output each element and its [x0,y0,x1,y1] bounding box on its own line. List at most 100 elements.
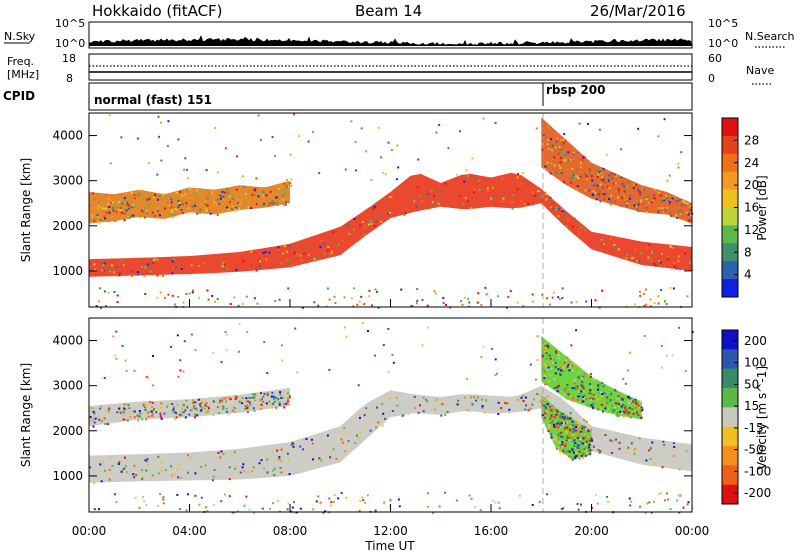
colorbar-swatch [722,243,738,262]
echo-cell [553,156,556,159]
echo-cell [671,246,674,249]
echo-cell [345,335,348,338]
echo-cell [417,158,420,161]
echo-cell [584,446,587,449]
echo-cell [598,392,600,395]
echo-cell [119,412,122,415]
echo-cell [609,186,612,189]
echo-cell [162,502,165,505]
echo-cell [154,257,157,260]
echo-cell [648,501,651,504]
echo-cell [477,402,480,405]
echo-cell [553,417,555,420]
echo-cell [370,179,373,182]
echo-cell [171,211,174,214]
echo-cell [91,407,94,410]
echo-cell [455,173,458,176]
echo-cell [574,429,577,432]
echo-cell [189,409,192,412]
echo-cell [236,155,239,158]
station-title: Hokkaido (fitACF) [92,2,223,20]
echo-cell [461,303,464,306]
echo-cell [258,260,261,263]
echo-cell [585,420,588,423]
echo-cell [107,291,110,294]
echo-cell [194,204,197,207]
echo-cell [557,296,560,299]
echo-cell [91,215,94,218]
echo-cell [510,200,513,203]
echo-cell [173,475,175,478]
echo-cell [545,193,548,196]
echo-cell [550,206,553,209]
echo-cell [551,347,553,350]
echo-cell [543,405,546,408]
echo-cell [435,131,438,134]
echo-cell [268,400,271,403]
echo-cell [186,168,189,171]
echo-cell [179,415,181,418]
echo-cell [478,188,481,191]
echo-cell [361,221,364,223]
echo-cell [485,399,487,402]
echo-cell [506,306,508,309]
echo-cell [248,508,251,511]
echo-cell [180,209,183,211]
echo-cell [148,411,151,414]
echo-cell [369,429,372,432]
echo-cell [632,206,635,208]
colorbar-swatch [722,118,738,137]
echo-cell [577,395,580,398]
echo-cell [328,298,331,301]
echo-cell [190,333,193,336]
echo-cell [275,196,278,199]
echo-cell [592,190,595,193]
echo-cell [156,274,159,277]
echo-cell [182,301,185,304]
echo-cell [494,501,497,504]
echo-cell [539,400,542,403]
echo-cell [156,194,158,197]
echo-cell [410,305,413,308]
echo-cell [142,476,145,478]
noise-panel: N.Sky 10^5 10^0 10^5 10^0 N.Search [4,17,795,50]
noise-right-tick-lo: 10^0 [708,37,738,50]
echo-cell [235,269,238,271]
echo-cell [541,148,544,151]
echo-cell [607,236,610,239]
echo-cell [219,399,222,402]
echo-cell [231,205,234,208]
echo-cell [546,395,549,398]
colorbar-tick-label: -15 [744,421,764,435]
echo-cell [318,172,321,175]
echo-cell [246,404,249,407]
y-tick-label: 2000 [52,424,83,438]
echo-cell [568,437,571,440]
echo-cell [233,410,236,413]
nave-label: Nave [746,64,774,77]
echo-cell [382,171,385,174]
echo-cell [272,502,275,505]
echo-cell [553,132,556,135]
freq-panel: Freq. [MHz] 18 8 60 0 Nave [7,52,774,85]
echo-cell [545,406,547,409]
echo-cell [389,499,392,502]
echo-cell [559,450,562,453]
echo-cell [147,464,150,466]
echo-cell [350,120,353,123]
echo-cell [624,199,627,201]
echo-cell [582,396,585,398]
echo-cell [572,433,575,436]
echo-cell [520,200,523,203]
echo-cell [222,211,224,214]
echo-cell [282,198,285,201]
echo-cell [553,377,556,380]
echo-cell [578,439,581,442]
echo-cell [569,408,572,411]
echo-cell [145,469,148,472]
echo-cell [237,304,240,307]
echo-cell [167,293,170,296]
echo-cell [192,406,195,409]
echo-cell [592,397,595,400]
echo-cell [156,406,159,409]
